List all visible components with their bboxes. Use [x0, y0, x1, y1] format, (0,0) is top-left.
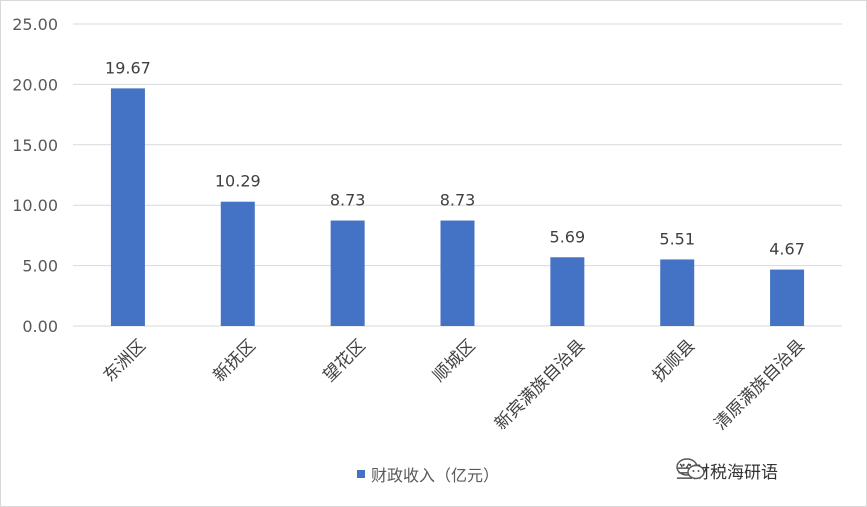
legend: 财政收入（亿元） — [357, 462, 499, 486]
x-category-label: 顺城区 — [429, 336, 479, 386]
x-category-label: 清原满族自治县 — [711, 336, 809, 434]
bar — [110, 88, 145, 326]
watermark: 兰财税海研语 — [676, 458, 778, 483]
legend-swatch — [357, 470, 365, 478]
y-tick-label: 0.00 — [22, 317, 58, 336]
y-tick-label: 10.00 — [12, 196, 58, 215]
data-labels: 19.67 10.29 8.73 8.73 5.69 5.51 4.67 — [105, 58, 805, 258]
bar — [330, 220, 365, 326]
legend-label: 财政收入（亿元） — [371, 466, 500, 485]
x-category-label: 东洲区 — [100, 336, 150, 386]
data-label: 10.29 — [215, 172, 261, 191]
y-tick-label: 5.00 — [22, 257, 58, 276]
y-tick-label: 25.00 — [12, 15, 58, 34]
data-label: 4.67 — [769, 240, 805, 259]
y-tick-label: 15.00 — [12, 136, 58, 155]
x-category-label: 抚顺县 — [649, 336, 699, 386]
x-category-label: 新抚区 — [210, 336, 260, 386]
data-label: 5.51 — [659, 229, 695, 248]
bar — [660, 259, 695, 326]
bar — [220, 201, 255, 326]
gridlines — [73, 23, 842, 327]
data-label: 8.73 — [440, 191, 476, 210]
wechat-icon — [676, 458, 705, 480]
bar — [550, 257, 585, 326]
data-label: 8.73 — [330, 191, 366, 210]
data-label: 19.67 — [105, 58, 151, 77]
data-label: 5.69 — [550, 227, 586, 246]
x-category-label: 望花区 — [319, 336, 369, 386]
y-tick-label: 20.00 — [12, 75, 58, 94]
bar — [770, 269, 805, 326]
y-axis-ticks: 0.00 5.00 10.00 15.00 20.00 25.00 — [12, 15, 58, 336]
bar — [440, 220, 475, 326]
x-category-label: 新宾满族自治县 — [491, 336, 589, 434]
bars — [110, 88, 805, 326]
x-axis-categories: 东洲区 新抚区 望花区 顺城区 新宾满族自治县 抚顺县 清原满族自治县 — [100, 336, 809, 434]
